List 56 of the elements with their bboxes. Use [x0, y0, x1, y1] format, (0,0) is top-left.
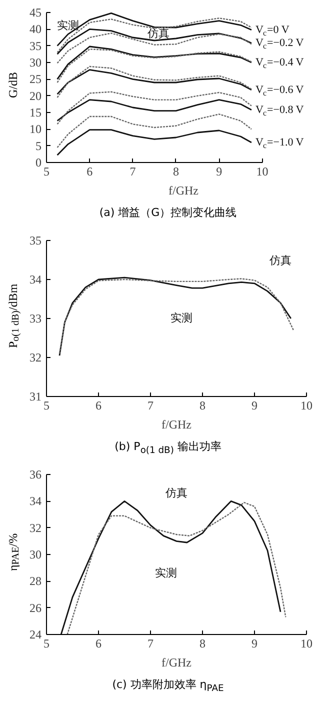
x-tick-label: 8	[200, 636, 206, 650]
y-tick-label: 25	[30, 72, 42, 86]
line-series	[56, 91, 252, 125]
y-tick-label: 35	[30, 38, 42, 53]
x-tick-label: 6	[96, 636, 102, 650]
line-series	[56, 12, 252, 47]
x-tick-label: 8	[200, 398, 206, 412]
y-tick-label: 30	[30, 56, 42, 70]
y-tick-label: 20	[30, 88, 42, 103]
annotation: 实测	[170, 312, 193, 324]
x-tick-label: 10	[300, 636, 312, 650]
x-axis-title: f/GHz	[168, 184, 199, 198]
y-tick-label: 0	[36, 156, 42, 170]
y-tick-label: 45	[30, 6, 42, 20]
x-tick-label: 7	[148, 398, 154, 412]
annotation: 仿真	[164, 486, 188, 500]
y-tick-label: 32	[30, 520, 42, 535]
y-tick-label: 15	[30, 106, 42, 120]
text: (a) 增益（G）控制变化曲线	[99, 205, 237, 221]
y-tick-label: 35	[30, 234, 42, 248]
x-axis-title: f/GHz	[162, 656, 192, 670]
text: (b) P$_{o(1 dB)}$ 输出功率	[114, 439, 222, 458]
y-tick-label: 34	[30, 272, 42, 286]
line-series	[56, 99, 252, 122]
x-tick-label: 7	[148, 636, 154, 650]
y-tick-label: 33	[30, 312, 42, 326]
y-tick-label: 32	[30, 350, 42, 364]
y-tick-label: 31	[30, 390, 42, 404]
y-tick-label: 10	[30, 122, 42, 136]
annotation: 实测	[155, 566, 178, 580]
x-tick-label: 10	[256, 164, 268, 178]
y-tick-label: 34	[30, 494, 42, 508]
x-tick-label: 8	[172, 164, 179, 178]
line-series	[56, 129, 252, 156]
y-tick-label: 36	[30, 468, 42, 482]
x-tick-label: 6	[96, 398, 102, 412]
x-tick-label: 9	[252, 398, 258, 412]
y-tick-label: 5	[36, 138, 42, 153]
annotation: 仿真	[146, 26, 170, 40]
x-tick-label: 9	[216, 164, 222, 178]
line-series	[56, 18, 252, 54]
annotation: 仿真	[268, 254, 292, 267]
y-tick-label: 40	[30, 22, 42, 36]
annotation: 实测	[57, 19, 80, 32]
y-tick-label: 24	[30, 628, 42, 642]
x-axis-title: f/GHz	[162, 418, 192, 432]
x-tick-label: 6	[86, 164, 93, 178]
x-tick-label: 7	[130, 164, 136, 178]
y-tick-label: 28	[30, 574, 42, 588]
x-tick-label: 10	[300, 398, 312, 412]
y-axis-title: G/dB	[5, 72, 21, 98]
x-tick-label: 9	[252, 636, 258, 650]
text: (c) 功率附加效率 η$_{PAE}$	[112, 677, 224, 696]
line-series	[56, 114, 252, 148]
y-tick-label: 30	[30, 548, 42, 562]
y-tick-label: 26	[30, 600, 42, 615]
